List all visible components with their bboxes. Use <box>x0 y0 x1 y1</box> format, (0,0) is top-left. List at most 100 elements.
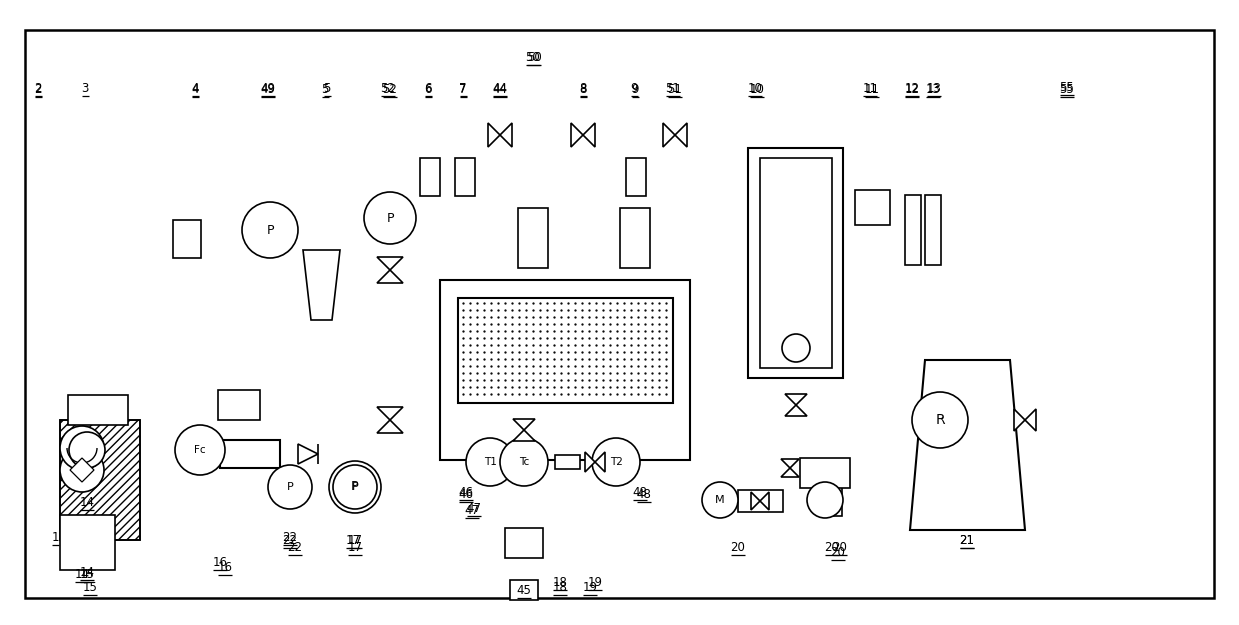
Circle shape <box>175 425 225 475</box>
Text: 15: 15 <box>79 568 94 581</box>
Bar <box>855 190 890 225</box>
Text: P: P <box>351 481 359 494</box>
Text: 52: 52 <box>380 82 395 95</box>
Polygon shape <box>663 123 675 147</box>
Polygon shape <box>1014 409 1025 431</box>
Text: 22: 22 <box>287 541 302 554</box>
Text: 55: 55 <box>1059 81 1074 94</box>
Bar <box>221 440 280 468</box>
Circle shape <box>501 438 548 486</box>
Polygon shape <box>751 492 760 510</box>
Text: 4: 4 <box>191 83 198 96</box>
Text: 1: 1 <box>51 531 58 544</box>
Bar <box>506 528 543 558</box>
Text: P: P <box>352 482 358 492</box>
Text: 13: 13 <box>927 82 942 95</box>
Bar <box>173 220 201 258</box>
Text: 22: 22 <box>282 531 297 544</box>
Bar <box>904 195 921 265</box>
Text: 52: 52 <box>383 83 398 96</box>
Text: 20: 20 <box>731 541 746 554</box>
Text: 16: 16 <box>218 561 233 574</box>
Circle shape <box>592 438 641 486</box>
Text: 51: 51 <box>668 83 683 96</box>
Text: 18: 18 <box>553 576 567 589</box>
Text: 47: 47 <box>465 504 479 517</box>
Text: 5: 5 <box>323 82 331 95</box>
Text: P: P <box>286 482 294 492</box>
Polygon shape <box>1025 409 1036 431</box>
Circle shape <box>782 334 810 362</box>
Text: 9: 9 <box>631 83 639 96</box>
Text: 7: 7 <box>460 82 467 95</box>
Bar <box>738 490 783 512</box>
Text: 47: 47 <box>467 502 482 515</box>
Text: 2: 2 <box>35 82 42 95</box>
Polygon shape <box>513 419 535 430</box>
Circle shape <box>466 438 514 486</box>
Circle shape <box>242 202 299 258</box>
Text: 48: 48 <box>637 488 652 501</box>
Text: 14: 14 <box>74 568 89 581</box>
Text: 14: 14 <box>79 566 94 579</box>
Text: 16: 16 <box>213 556 228 569</box>
Text: 19: 19 <box>582 581 597 594</box>
Circle shape <box>912 392 968 448</box>
Circle shape <box>268 465 312 509</box>
Text: 21: 21 <box>959 534 975 547</box>
Text: 49: 49 <box>260 82 275 95</box>
Text: 12: 12 <box>904 83 919 96</box>
Text: 3: 3 <box>82 82 89 95</box>
Text: 44: 44 <box>492 83 508 96</box>
Text: 20: 20 <box>825 541 840 554</box>
Bar <box>760 158 833 368</box>
Circle shape <box>333 465 377 509</box>
Text: Fc: Fc <box>195 445 206 455</box>
Text: 8: 8 <box>580 83 587 96</box>
Text: 2: 2 <box>35 83 42 96</box>
Polygon shape <box>377 270 403 283</box>
Polygon shape <box>513 430 535 441</box>
Polygon shape <box>786 394 807 405</box>
Text: 9: 9 <box>631 82 638 95</box>
Polygon shape <box>585 452 595 472</box>
Bar <box>926 195 940 265</box>
Polygon shape <box>69 458 94 482</box>
Bar <box>518 208 548 268</box>
Text: 5: 5 <box>321 83 328 96</box>
Text: 6: 6 <box>424 83 431 96</box>
Text: 11: 11 <box>865 83 880 96</box>
Circle shape <box>59 448 104 492</box>
Polygon shape <box>595 452 605 472</box>
Text: T1: T1 <box>483 457 497 467</box>
Text: Tc: Tc <box>519 457 529 467</box>
Bar <box>821 486 843 516</box>
Circle shape <box>703 482 738 518</box>
Text: 51: 51 <box>665 82 680 95</box>
Bar <box>68 395 128 425</box>
Text: 20: 20 <box>833 541 847 554</box>
Text: 17: 17 <box>347 534 363 547</box>
Text: R: R <box>935 413 945 427</box>
Bar <box>420 158 440 196</box>
Text: 49: 49 <box>260 83 275 96</box>
Text: T2: T2 <box>610 457 622 467</box>
Text: 20: 20 <box>830 546 845 559</box>
Text: 18: 18 <box>553 581 567 594</box>
Circle shape <box>59 426 104 470</box>
Text: 10: 10 <box>750 83 764 96</box>
Polygon shape <box>299 444 318 464</box>
Text: 50: 50 <box>527 51 541 64</box>
Polygon shape <box>781 468 799 477</box>
Text: 22: 22 <box>282 534 297 547</box>
Bar <box>440 280 690 460</box>
Bar <box>620 208 650 268</box>
Text: 44: 44 <box>492 82 508 95</box>
Polygon shape <box>909 360 1025 530</box>
Text: 11: 11 <box>862 82 877 95</box>
Polygon shape <box>571 123 584 147</box>
Bar <box>555 455 580 469</box>
Bar <box>800 458 850 488</box>
Polygon shape <box>760 492 769 510</box>
Text: 48: 48 <box>633 486 648 499</box>
